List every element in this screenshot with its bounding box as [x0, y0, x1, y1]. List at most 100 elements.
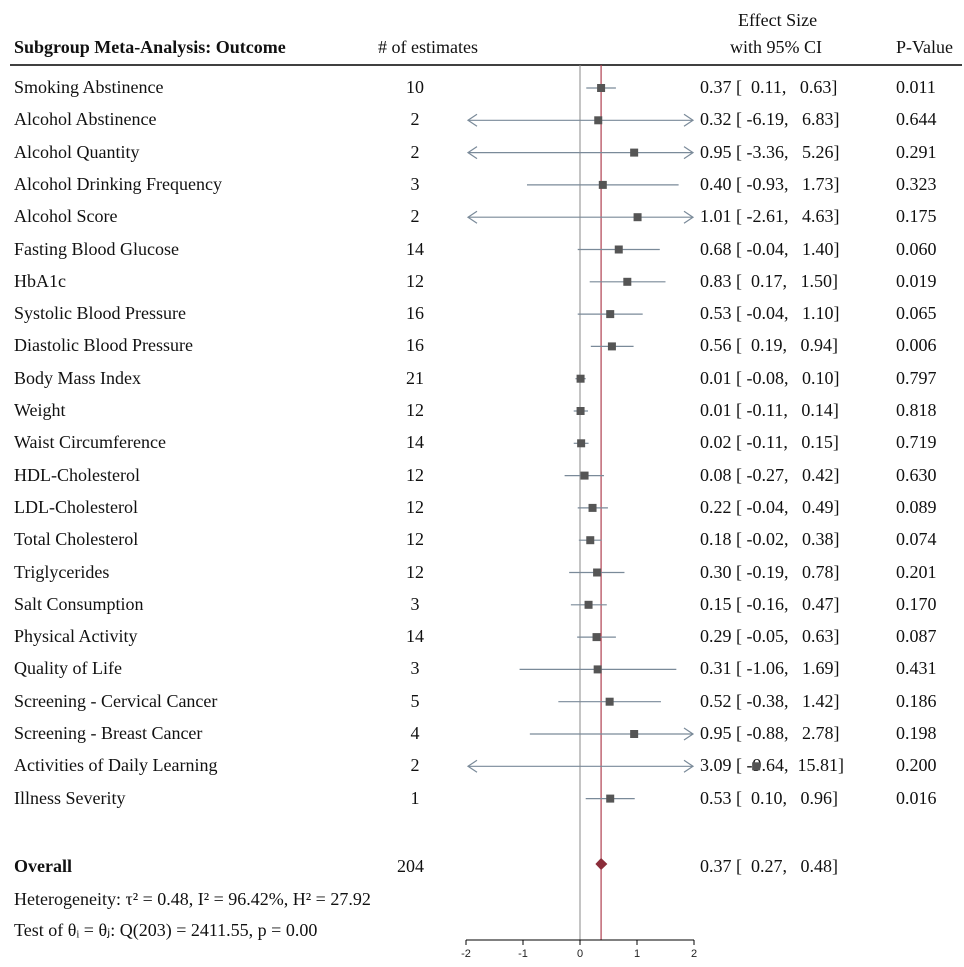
row-label: Illness Severity: [14, 787, 126, 808]
row-effect-ci: 0.15 [ -0.16, 0.47]: [700, 593, 840, 614]
point-estimate: [633, 213, 642, 222]
point-estimate: [580, 471, 589, 480]
row-effect-ci: 0.56 [ 0.19, 0.94]: [700, 335, 838, 356]
row-label: Triglycerides: [14, 561, 110, 582]
row-label: HbA1c: [14, 270, 66, 291]
x-tick-label: -2: [461, 948, 471, 960]
row-n-estimates: 10: [406, 77, 424, 97]
row-effect-ci: 0.02 [ -0.11, 0.15]: [700, 432, 839, 453]
row-label: Weight: [14, 400, 66, 420]
row-effect-ci: 0.18 [ -0.02, 0.38]: [700, 529, 840, 550]
row-p-value: 0.019: [896, 270, 937, 291]
column-header-outcome: Subgroup Meta-Analysis: Outcome: [14, 37, 286, 57]
row-n-estimates: 4: [410, 723, 420, 743]
row-n-estimates: 21: [406, 367, 424, 388]
column-header-es-line1: Effect Size: [738, 10, 818, 30]
homogeneity-test: Test of θᵢ = θⱼ: Q(203) = 2411.55, p = 0…: [14, 920, 318, 940]
point-estimate: [605, 697, 614, 706]
row-p-value: 0.175: [896, 206, 937, 227]
ci-arrow-right: [683, 210, 695, 224]
point-estimate: [623, 277, 632, 286]
row-label: Alcohol Abstinence: [14, 109, 157, 130]
x-tick-label: 1: [634, 948, 640, 960]
row-p-value: 0.431: [896, 658, 937, 679]
ci-arrow-left: [466, 210, 478, 224]
heterogeneity-stats: Heterogeneity: τ² = 0.48, I² = 96.42%, H…: [14, 889, 371, 909]
column-header-es-line2: with 95% CI: [730, 37, 822, 57]
point-estimate: [586, 536, 595, 545]
point-estimate: [584, 600, 593, 609]
row-effect-ci: 0.40 [ -0.93, 1.73]: [700, 173, 840, 194]
point-estimate: [597, 84, 606, 92]
row-n-estimates: 16: [406, 335, 424, 356]
row-p-value: 0.644: [896, 109, 937, 130]
row-n-estimates: 12: [406, 561, 424, 582]
point-estimate: [614, 245, 623, 254]
row-p-value: 0.170: [896, 593, 937, 614]
row-label: Fasting Blood Glucose: [14, 238, 179, 259]
row-effect-ci: 0.53 [ -0.04, 1.10]: [700, 303, 840, 324]
row-n-estimates: 14: [406, 626, 424, 647]
row-n-estimates: 2: [410, 141, 420, 162]
row-effect-ci: 0.30 [ -0.19, 0.78]: [700, 561, 840, 582]
row-n-estimates: 12: [406, 496, 424, 517]
x-tick-label: 0: [577, 948, 583, 960]
row-label: Systolic Blood Pressure: [14, 303, 187, 324]
point-estimate: [598, 180, 607, 189]
row-label: Screening - Breast Cancer: [14, 723, 203, 743]
row-effect-ci: 1.01 [ -2.61, 4.63]: [700, 206, 840, 227]
row-effect-ci: 0.31 [ -1.06, 1.69]: [700, 658, 840, 679]
row-p-value: 0.186: [896, 690, 937, 711]
row-label: Smoking Abstinence: [14, 77, 164, 97]
point-estimate: [752, 762, 761, 771]
row-n-estimates: 12: [406, 529, 424, 550]
row-effect-ci: 0.29 [ -0.05, 0.63]: [700, 626, 840, 647]
row-effect-ci: 0.52 [ -0.38, 1.42]: [700, 690, 840, 711]
row-label: Alcohol Score: [14, 206, 118, 227]
row-n-estimates: 12: [406, 270, 424, 291]
ci-arrow-left: [466, 113, 478, 127]
row-p-value: 0.006: [896, 335, 937, 356]
row-n-estimates: 1: [410, 787, 420, 808]
row-p-value: 0.065: [896, 303, 937, 324]
ci-arrow-right: [683, 759, 695, 773]
point-estimate: [606, 310, 615, 319]
row-n-estimates: 2: [410, 109, 420, 130]
row-p-value: 0.630: [896, 464, 937, 485]
row-label: Activities of Daily Learning: [14, 755, 218, 776]
row-effect-ci: 0.22 [ -0.04, 0.49]: [700, 496, 840, 517]
row-p-value: 0.291: [896, 141, 937, 162]
x-tick-label: 2: [691, 948, 697, 960]
ci-arrow-right: [683, 146, 695, 160]
row-p-value: 0.200: [896, 755, 937, 776]
ci-arrow-right: [683, 727, 695, 741]
row-p-value: 0.060: [896, 238, 937, 259]
ci-arrow-left: [466, 759, 478, 773]
row-effect-ci: 0.08 [ -0.27, 0.42]: [700, 464, 840, 485]
column-header-pvalue: P-Value: [896, 37, 953, 57]
row-effect-ci: 0.37 [ 0.11, 0.63]: [700, 77, 838, 97]
row-n-estimates: 3: [410, 173, 420, 194]
row-label: Alcohol Drinking Frequency: [14, 173, 222, 194]
point-estimate: [630, 148, 639, 157]
row-effect-ci: 0.53 [ 0.10, 0.96]: [700, 787, 838, 808]
row-label: Waist Circumference: [14, 432, 166, 453]
row-label: Screening - Cervical Cancer: [14, 690, 218, 711]
row-p-value: 0.818: [896, 400, 937, 420]
point-estimate: [594, 116, 603, 125]
row-effect-ci: 0.68 [ -0.04, 1.40]: [700, 238, 840, 259]
row-label: HDL-Cholesterol: [14, 464, 140, 485]
row-label: Salt Consumption: [14, 593, 144, 614]
row-effect-ci: 0.01 [ -0.08, 0.10]: [700, 367, 840, 388]
row-p-value: 0.201: [896, 561, 937, 582]
row-p-value: 0.198: [896, 723, 937, 743]
row-n-estimates: 16: [406, 303, 424, 324]
overall-label: Overall: [14, 856, 72, 876]
row-label: Body Mass Index: [14, 367, 141, 388]
point-estimate: [593, 665, 602, 674]
point-estimate: [606, 794, 615, 803]
row-label: Quality of Life: [14, 658, 122, 679]
column-header-n: # of estimates: [378, 37, 478, 57]
row-n-estimates: 3: [410, 593, 420, 614]
